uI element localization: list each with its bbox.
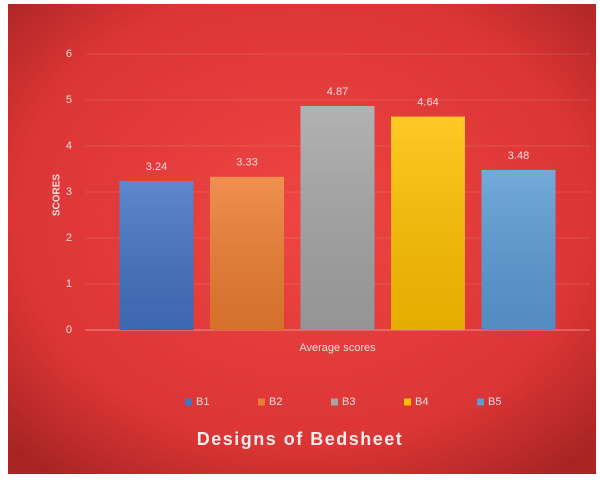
bar-shade: [119, 180, 194, 330]
bar-shade: [481, 169, 556, 330]
y-tick-label: 5: [66, 94, 72, 106]
legend-swatch: [331, 398, 338, 406]
data-label: 4.64: [417, 96, 438, 108]
y-tick-label: 3: [66, 186, 72, 198]
legend-label: B4: [415, 396, 428, 408]
data-label: 3.48: [508, 150, 529, 162]
x-tick-label: Average scores: [299, 342, 376, 354]
legend-swatch: [477, 398, 484, 406]
y-axis-label: SCORES: [52, 174, 63, 217]
data-label: 3.24: [146, 161, 167, 173]
data-label: 3.33: [236, 157, 257, 169]
legend-label: B5: [488, 396, 501, 408]
y-tick-label: 6: [66, 48, 72, 60]
y-tick-label: 4: [66, 140, 72, 152]
legend-swatch: [185, 398, 192, 406]
legend-label: B2: [269, 396, 282, 408]
chart-title: Designs of Bedsheet: [197, 429, 404, 449]
bar-shade: [391, 116, 465, 330]
bar-shade: [210, 176, 284, 330]
legend-label: B1: [196, 396, 209, 408]
legend-swatch: [404, 398, 411, 406]
legend-label: B3: [342, 396, 355, 408]
y-tick-label: 2: [66, 232, 72, 244]
y-tick-label: 0: [66, 324, 72, 336]
bar-shade: [300, 105, 375, 330]
data-label: 4.87: [327, 86, 348, 98]
legend-swatch: [258, 398, 265, 406]
y-tick-label: 1: [66, 278, 72, 290]
